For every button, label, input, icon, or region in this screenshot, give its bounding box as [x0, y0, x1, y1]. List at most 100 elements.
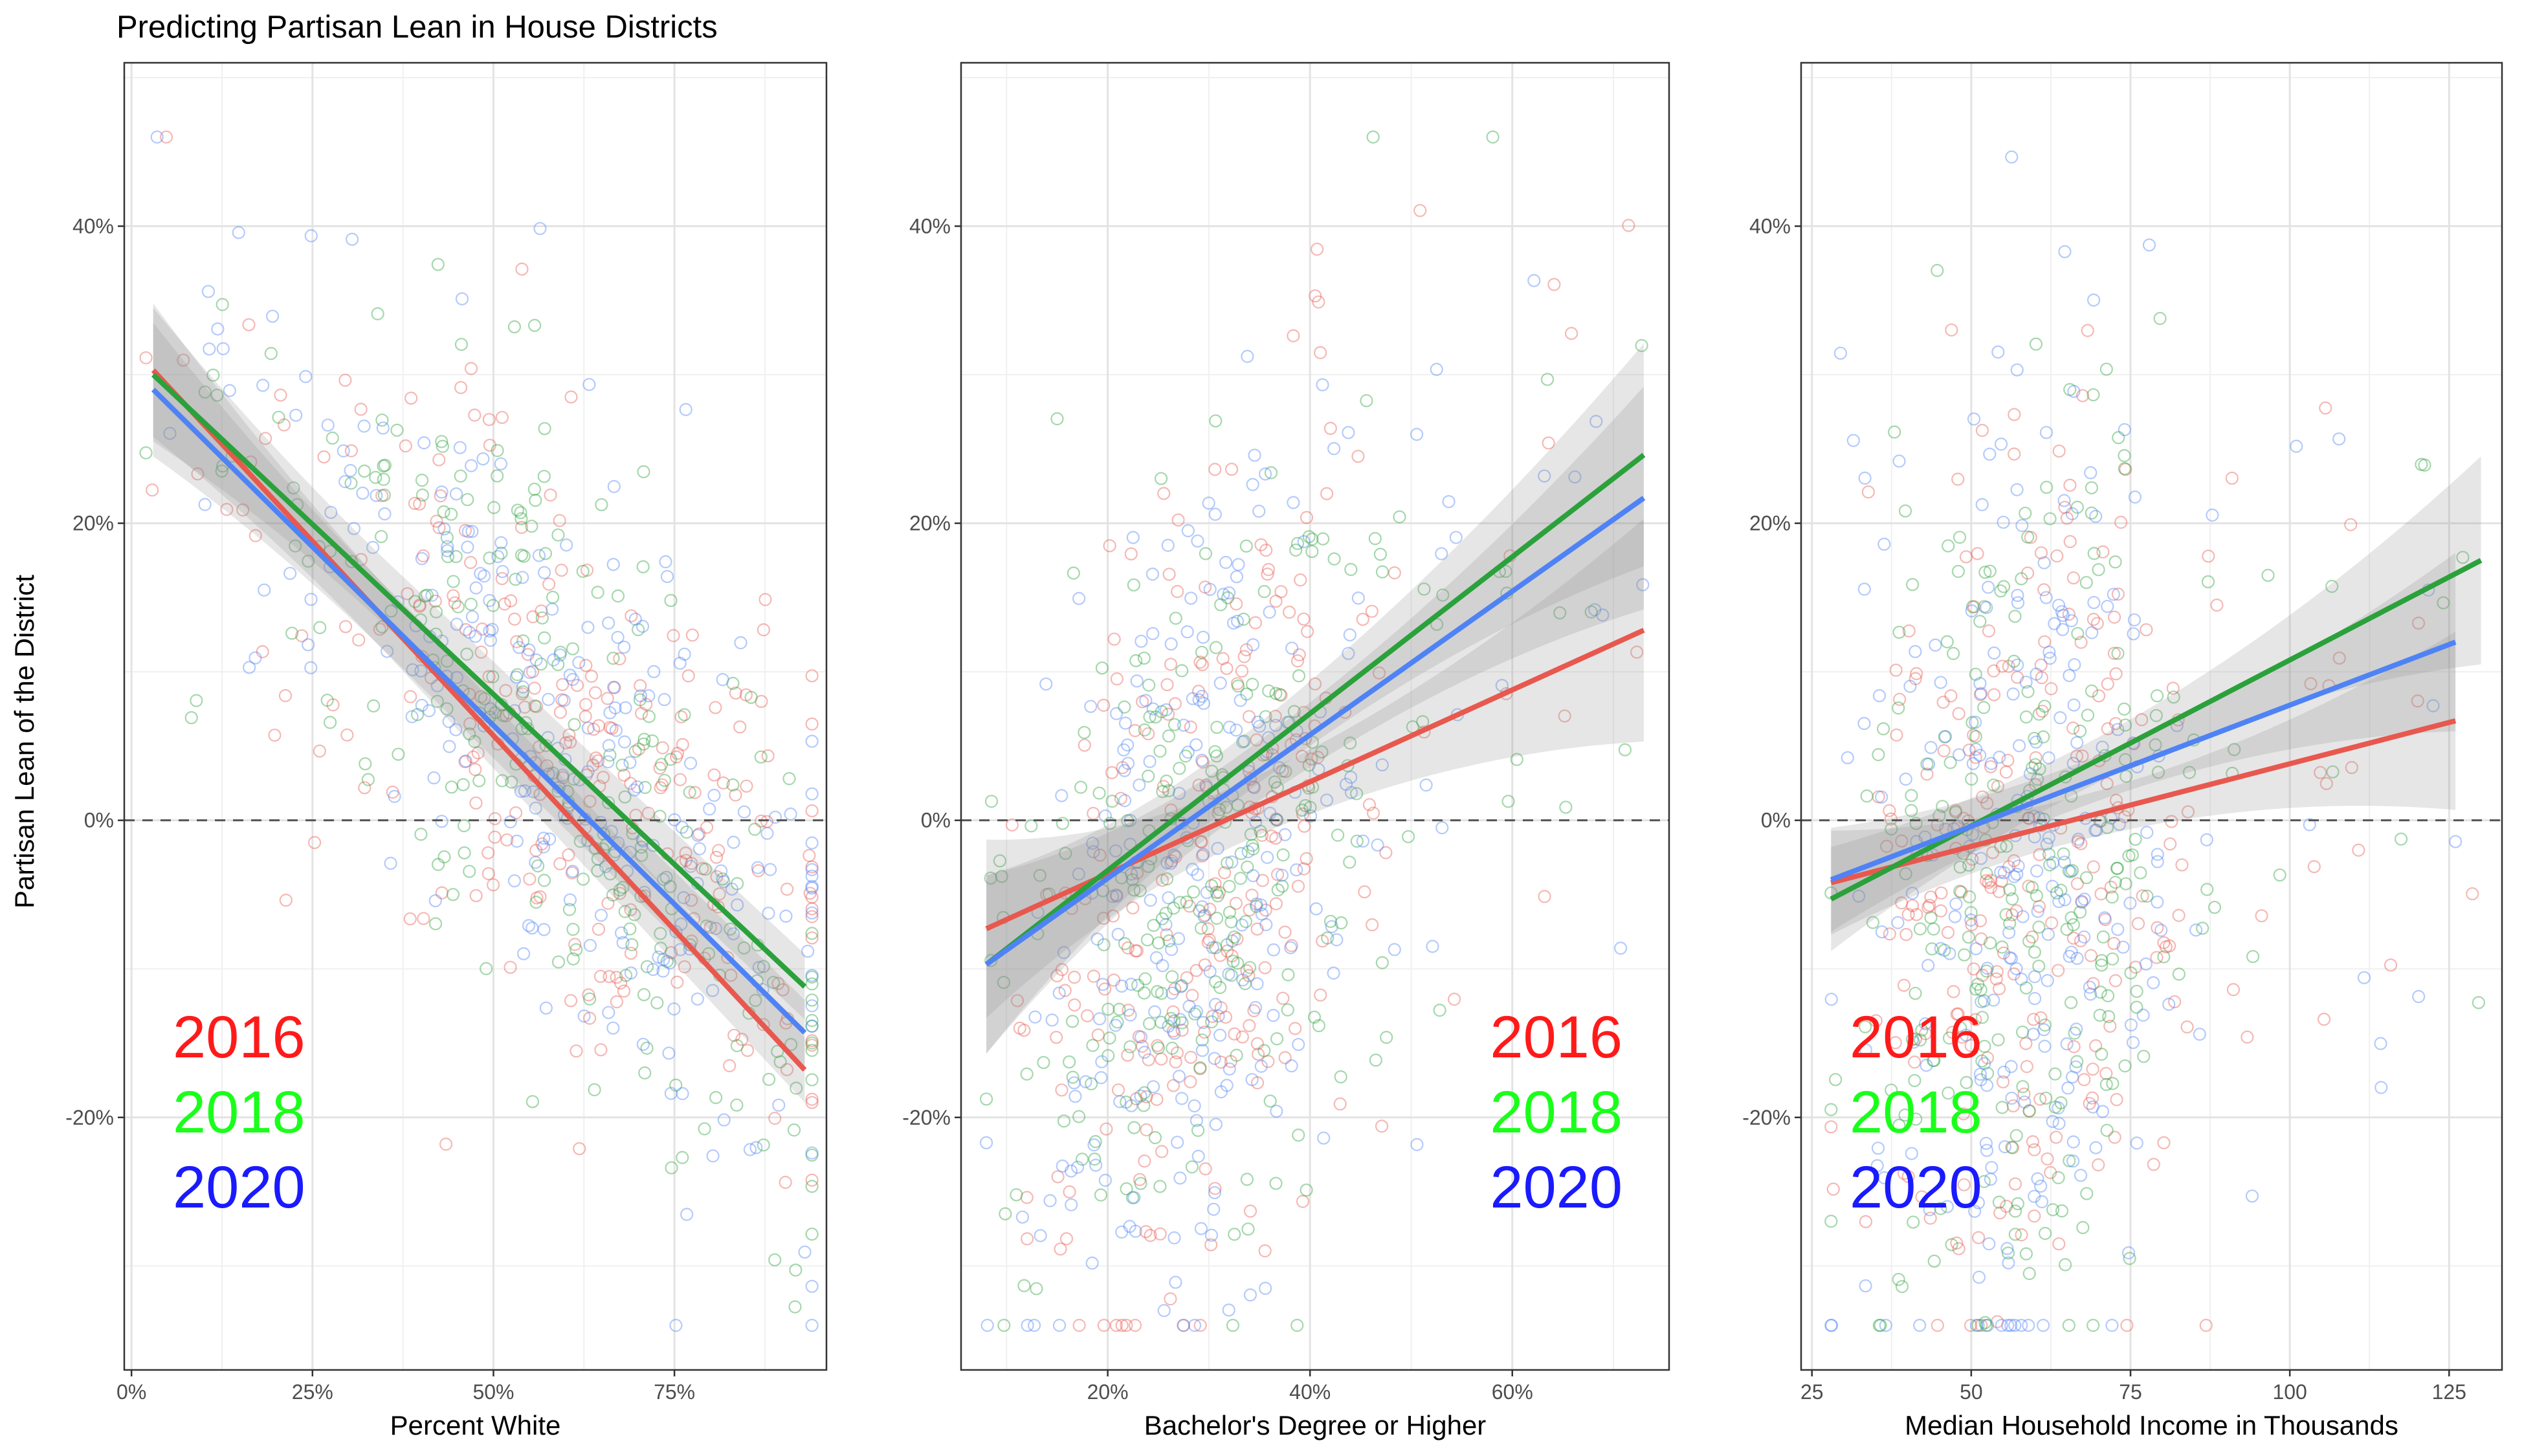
data-point-2018	[2059, 1258, 2072, 1272]
data-point-2018	[1168, 1014, 1181, 1028]
data-point-2016	[1366, 918, 1379, 932]
data-point-2020	[563, 893, 577, 907]
data-point-2016	[1936, 696, 1950, 709]
data-point-2016	[499, 684, 513, 698]
data-point-2018	[377, 459, 390, 473]
data-point-2016	[2107, 610, 2121, 624]
data-point-2016	[469, 763, 482, 777]
data-point-2018	[1127, 1121, 1141, 1134]
data-point-2016	[712, 844, 725, 857]
data-point-2016	[259, 432, 272, 445]
data-point-2016	[1351, 450, 1365, 463]
data-point-2018	[637, 987, 651, 1002]
data-point-2018	[628, 908, 641, 921]
data-point-2016	[1081, 1009, 1094, 1022]
data-point-2016	[758, 593, 772, 606]
data-point-2020	[1948, 910, 1962, 923]
data-point-2016	[1997, 946, 2011, 960]
regression-line-2018	[984, 452, 1646, 967]
data-point-2020	[673, 656, 687, 670]
data-point-2020	[805, 863, 819, 876]
confidence-band-2018	[153, 307, 805, 1020]
data-point-2020	[1236, 973, 1250, 987]
data-point-2020	[1968, 715, 1982, 729]
data-point-2016	[1269, 897, 1283, 910]
data-point-2020	[1208, 1052, 1221, 1065]
data-point-2020	[2088, 824, 2102, 837]
data-point-2018	[1076, 1153, 1089, 1166]
data-point-2018	[1138, 723, 1151, 737]
data-point-2018	[726, 778, 740, 792]
data-point-2018	[726, 676, 740, 690]
data-point-2020	[2026, 1028, 2041, 1041]
data-point-2018	[1188, 1007, 1202, 1020]
data-point-2018	[1393, 510, 1406, 524]
data-point-2016	[2332, 651, 2346, 665]
data-point-2016	[1122, 1004, 1135, 1017]
data-point-2018	[1295, 803, 1309, 817]
data-point-2016	[1956, 811, 1971, 825]
data-point-2016	[1214, 1055, 1228, 1069]
data-point-2016	[404, 690, 417, 703]
data-point-2018	[1195, 1033, 1209, 1047]
data-point-2020	[1985, 1161, 1998, 1175]
data-point-2020	[2332, 432, 2346, 446]
data-point-2016	[2067, 1040, 2081, 1053]
data-point-2016	[1941, 925, 1955, 940]
data-point-2018	[1436, 588, 1450, 602]
data-point-2020	[2087, 293, 2101, 307]
data-point-2020	[614, 926, 628, 940]
data-point-2016	[1164, 803, 1178, 817]
data-point-2020	[2040, 837, 2054, 851]
data-point-2016	[542, 577, 556, 591]
data-point-2018	[1230, 1048, 1243, 1062]
data-point-2018	[313, 621, 327, 634]
data-point-2020	[1197, 848, 1210, 861]
data-point-2018	[390, 423, 404, 437]
data-point-2020	[2123, 896, 2137, 910]
data-point-2016	[1129, 1092, 1143, 1106]
y-tick-label: 40%	[72, 215, 114, 238]
data-point-2016	[579, 659, 593, 672]
data-point-2020	[763, 863, 777, 876]
data-point-2020	[516, 680, 529, 694]
data-point-2018	[216, 298, 229, 311]
data-point-2018	[323, 716, 337, 729]
data-point-2016	[354, 403, 368, 416]
data-point-2018	[2073, 905, 2087, 919]
data-point-2020	[674, 917, 688, 931]
data-point-2020	[1246, 780, 1260, 793]
data-point-2016	[1908, 1055, 1921, 1069]
data-point-2020	[2074, 1169, 2088, 1182]
data-point-2016	[482, 670, 496, 683]
data-point-2018	[2046, 1203, 2060, 1217]
data-point-2018	[1892, 1273, 1905, 1286]
data-point-2018	[2109, 555, 2122, 569]
data-point-2016	[723, 1059, 736, 1072]
data-point-2018	[1417, 582, 1431, 596]
data-point-2020	[509, 670, 523, 684]
legend-label-2020: 2020	[1490, 1154, 1622, 1220]
data-point-2016	[1192, 778, 1206, 792]
data-point-2016	[1300, 511, 1314, 524]
data-point-2020	[1964, 913, 1978, 927]
data-point-2018	[1223, 879, 1236, 893]
data-point-2020	[476, 452, 490, 466]
data-point-2016	[1106, 909, 1120, 923]
data-point-2016	[1199, 580, 1212, 594]
data-point-2016	[1107, 632, 1121, 646]
data-point-2020	[2077, 892, 2091, 906]
data-point-2018	[538, 631, 551, 645]
data-point-2018	[2068, 1026, 2081, 1040]
data-point-2018	[2111, 646, 2125, 660]
data-point-2016	[1949, 804, 1962, 817]
data-point-2018	[771, 1044, 784, 1058]
data-point-2016	[2304, 677, 2318, 690]
data-point-2020	[556, 768, 570, 782]
data-point-2016	[2084, 949, 2098, 962]
data-point-2020	[2048, 617, 2061, 630]
data-point-2018	[984, 871, 997, 885]
data-point-2018	[2157, 950, 2171, 964]
data-point-2020	[1253, 720, 1267, 733]
data-point-2018	[2062, 864, 2076, 878]
